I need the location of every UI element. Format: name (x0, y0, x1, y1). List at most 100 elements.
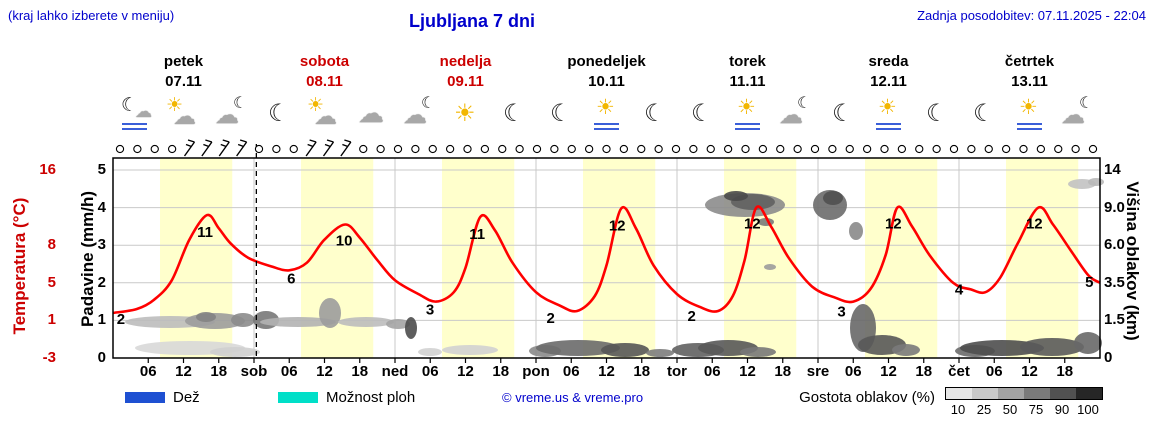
cloud-density-value: 75 (1028, 402, 1044, 417)
wind-calm-icon (428, 144, 437, 154)
cloud-density-value: 100 (1077, 402, 1099, 417)
fog-icon-part (735, 123, 760, 133)
cloud-density-scale (945, 387, 1103, 400)
moon-icon-part: ☾ (1079, 95, 1094, 112)
cloud-density-swatch-100 (1076, 388, 1102, 399)
x-hour-label: 18 (915, 363, 933, 380)
tempticks-value: 1 (47, 311, 56, 329)
cloud-density-swatch-10 (946, 388, 972, 399)
moon-icon-part: ☾ (421, 95, 436, 112)
cloud-blob (260, 317, 336, 327)
wind-barb-icon (326, 139, 334, 143)
cloud-blob (196, 312, 216, 322)
moon-fog-icon: ☾ ☁ (113, 94, 160, 138)
cloud-moon-icon: ☾ ☁ (395, 94, 442, 138)
wind-calm-icon (376, 144, 385, 154)
sun-fog-icon: ☀ (583, 94, 630, 138)
wind-calm-icon (480, 144, 490, 154)
day-date: 10.11 (588, 73, 625, 90)
wind-calm-icon (567, 144, 576, 154)
wind-barb-icon (239, 139, 247, 143)
cloud-icon-part: ☁ (358, 98, 384, 128)
wind-calm-icon (619, 144, 629, 154)
x-day-label: sre (806, 363, 830, 380)
fog-icon-part (122, 123, 147, 133)
temp-point-label: 12 (1026, 216, 1043, 233)
cloud-blob (1074, 332, 1102, 354)
cloud-density-value: 25 (976, 402, 992, 417)
wind-calm-icon (793, 144, 802, 154)
precipticks-value: 3 (97, 236, 106, 254)
daylight-band (724, 158, 797, 358)
wind-calm-icon (723, 144, 733, 154)
wind-calm-icon (637, 144, 646, 154)
wind-calm-icon (1088, 144, 1098, 154)
cloud-blob (724, 191, 748, 201)
moon-icon-part: ☾ (797, 95, 812, 112)
x-hour-label: 06 (139, 363, 157, 380)
wind-barb-icon (222, 139, 230, 143)
day-header-petek: petek 07.11 (164, 52, 203, 92)
moon-icon: ☾ (959, 94, 1006, 138)
wind-barb-icon (236, 141, 248, 157)
cloud-icon: ☁ (348, 94, 395, 138)
wind-barb-icon (205, 139, 213, 143)
x-hour-label: 12 (598, 363, 615, 380)
daylight-band (583, 158, 656, 358)
fog-icon-part (1017, 123, 1042, 133)
moon-icon-part: ☾ (832, 100, 854, 127)
heightticks-value: 14 (1104, 161, 1121, 178)
precipticks-value: 5 (97, 161, 106, 178)
cloud-blob (418, 348, 442, 356)
day-header-torek: torek 11.11 (729, 52, 766, 92)
wind-calm-icon (741, 144, 750, 154)
cloud-density-value: 50 (1002, 402, 1018, 417)
wind-calm-icon (949, 144, 959, 154)
cloud-icon-part: ☁ (215, 102, 239, 129)
x-hour-label: 06 (562, 363, 580, 380)
sun-fog-icon: ☀ (724, 94, 771, 138)
cloud-blob (646, 349, 674, 357)
temp-point-label: 2 (688, 308, 696, 325)
cloud-density-swatch-90 (1050, 388, 1076, 399)
x-hour-label: 18 (210, 363, 228, 380)
cloud-density-swatch-25 (972, 388, 998, 399)
temp-point-label: 5 (1085, 274, 1093, 291)
moon-icon-part: ☾ (926, 100, 948, 127)
day-date: 12.11 (870, 73, 907, 90)
temp-point-label: 2 (547, 310, 555, 327)
wind-calm-icon (845, 144, 854, 154)
cloud-blob (740, 347, 776, 357)
wind-barb-icon (187, 139, 195, 143)
x-hour-label: 06 (280, 363, 298, 380)
temp-point-label: 10 (336, 233, 353, 250)
x-hour-label: 12 (880, 363, 897, 380)
cloud-density-value: 10 (950, 402, 966, 417)
heightticks-value: 0 (1104, 349, 1113, 366)
temp-point-label: 12 (609, 218, 626, 235)
wind-calm-icon (445, 144, 455, 154)
sun-icon-part: ☀ (166, 95, 184, 116)
x-hour-label: 12 (175, 363, 192, 380)
wind-barb-icon (340, 141, 352, 157)
x-hour-label: 12 (316, 363, 333, 380)
wind-calm-icon (828, 144, 837, 154)
credit-link[interactable]: © vreme.us & vreme.pro (502, 390, 644, 405)
cloud-icon-part: ☁ (135, 102, 152, 121)
wind-calm-icon (758, 144, 768, 154)
wind-calm-icon (550, 144, 559, 154)
daylight-band (442, 158, 515, 358)
wind-calm-icon (167, 144, 177, 154)
wind-calm-icon (602, 144, 611, 154)
wind-calm-icon (115, 144, 125, 154)
x-hour-label: 12 (739, 363, 756, 380)
wind-barb-icon (218, 141, 230, 157)
x-day-label: ned (381, 363, 409, 380)
sun-cloud-icon: ☀ ☁ (160, 94, 207, 138)
x-day-label: čet (948, 363, 970, 380)
cloud-blob (442, 345, 498, 355)
wind-calm-icon (984, 144, 993, 154)
day-name: ponedeljek (567, 53, 646, 70)
cloud-density-swatch-75 (1024, 388, 1050, 399)
